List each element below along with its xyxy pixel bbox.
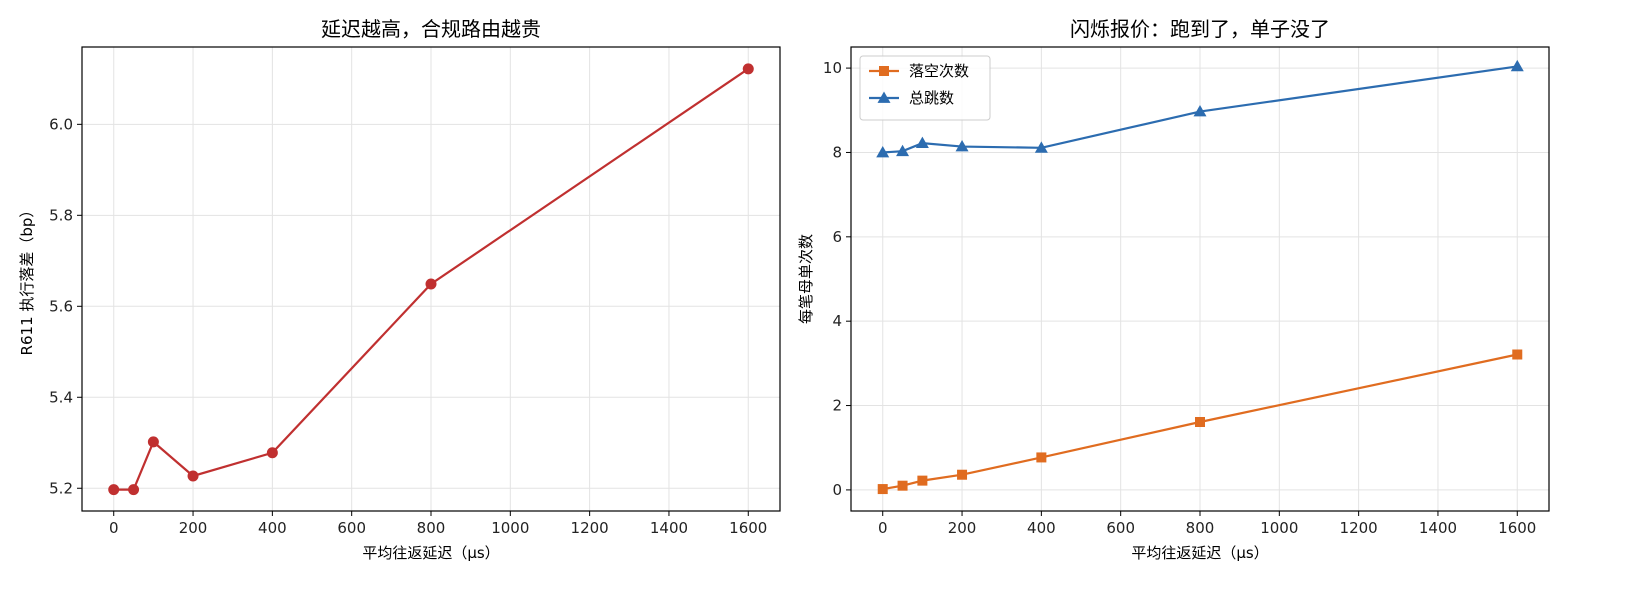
flicker-quote-chart: 0 200 400 600 800 1000 1200 1400 1600 0 2 4 6 8 10 闪烁报… bbox=[797, 17, 1550, 562]
data-point bbox=[917, 475, 928, 486]
y-tick-label: 4 bbox=[832, 312, 842, 330]
y-axis-label: 每笔母单次数 bbox=[797, 234, 815, 324]
data-point bbox=[128, 484, 140, 496]
x-tick-label: 800 bbox=[1186, 519, 1215, 537]
y-tick-label: 10 bbox=[823, 59, 842, 77]
y-tick-label: 5.6 bbox=[49, 297, 73, 315]
data-point bbox=[957, 469, 968, 480]
data-point bbox=[1512, 349, 1523, 360]
x-tick-label: 1200 bbox=[1340, 519, 1378, 537]
y-tick-label: 6.0 bbox=[49, 115, 73, 133]
x-tick-label: 1400 bbox=[1419, 519, 1457, 537]
x-axis-label: 平均往返延迟（μs） bbox=[1131, 544, 1268, 562]
y-tick-label: 8 bbox=[832, 143, 842, 161]
y-tick-label: 0 bbox=[832, 481, 842, 499]
latency-cost-chart: 0 200 400 600 800 1000 1200 1400 1600 5.2 5.4 5.6 5.… bbox=[18, 17, 781, 562]
series-layer bbox=[876, 59, 1524, 495]
x-tick-label: 200 bbox=[179, 519, 208, 537]
series-layer bbox=[108, 63, 754, 496]
x-axis-label: 平均往返延迟（μs） bbox=[362, 544, 499, 562]
x-tick-label: 0 bbox=[878, 519, 888, 537]
x-tick-label: 1400 bbox=[650, 519, 688, 537]
x-tick-label: 600 bbox=[337, 519, 366, 537]
x-tick-label: 800 bbox=[417, 519, 446, 537]
data-point bbox=[108, 484, 120, 496]
y-tick-label: 2 bbox=[832, 397, 842, 415]
data-point bbox=[425, 278, 437, 290]
y-axis-label: R611 执行落差（bp） bbox=[18, 203, 36, 356]
y-tick-label: 5.8 bbox=[49, 206, 73, 224]
data-point bbox=[147, 436, 159, 448]
x-tick-label: 600 bbox=[1106, 519, 1135, 537]
data-point bbox=[1193, 105, 1207, 117]
y-tick-label: 5.4 bbox=[49, 388, 73, 406]
data-point bbox=[897, 480, 908, 491]
x-tick-label: 400 bbox=[258, 519, 287, 537]
x-tick-label: 400 bbox=[1027, 519, 1056, 537]
legend-swatch-marker bbox=[879, 66, 889, 76]
x-tick-label: 1200 bbox=[571, 519, 609, 537]
legend-swatch-marker bbox=[877, 91, 891, 103]
data-point bbox=[742, 63, 754, 75]
data-point bbox=[1510, 59, 1524, 72]
legend-label: 落空次数 bbox=[909, 62, 969, 80]
x-tick-label: 0 bbox=[109, 519, 119, 537]
data-point bbox=[266, 447, 278, 459]
data-point bbox=[877, 484, 888, 495]
chart-title: 闪烁报价：跑到了，单子没了 bbox=[1070, 17, 1330, 41]
x-tick-label: 1000 bbox=[491, 519, 529, 537]
x-tick-label: 200 bbox=[948, 519, 977, 537]
chart-title: 延迟越高，合规路由越贵 bbox=[321, 17, 541, 41]
data-point bbox=[955, 140, 969, 152]
data-point bbox=[896, 144, 910, 157]
x-tick-label: 1600 bbox=[1498, 519, 1536, 537]
ticks: 0 200 400 600 800 1000 1200 1400 1600 5.2 5.4 5.6 5.… bbox=[49, 115, 767, 537]
data-point bbox=[1034, 141, 1048, 153]
y-tick-label: 6 bbox=[832, 228, 842, 246]
data-point bbox=[187, 470, 199, 482]
legend-label: 总跳数 bbox=[909, 89, 954, 107]
ticks: 0 200 400 600 800 1000 1200 1400 1600 0 2 4 6 8 10 bbox=[823, 59, 1536, 537]
y-tick-label: 5.2 bbox=[49, 479, 73, 497]
data-point bbox=[1036, 452, 1047, 463]
data-point bbox=[915, 136, 929, 149]
data-point bbox=[1195, 416, 1205, 427]
x-tick-label: 1600 bbox=[729, 519, 767, 537]
data-point bbox=[876, 145, 890, 158]
x-tick-label: 1000 bbox=[1260, 519, 1298, 537]
